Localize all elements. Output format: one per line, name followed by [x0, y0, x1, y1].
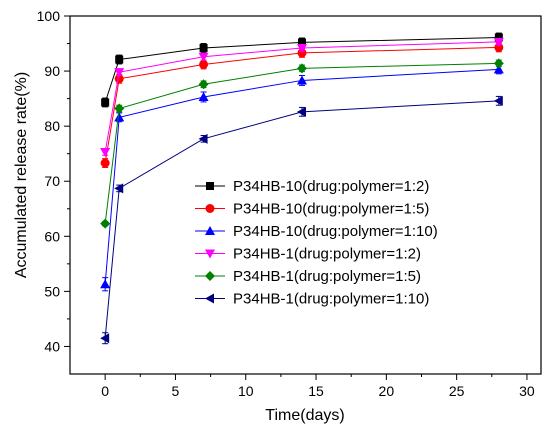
x-axis-title: Time(days)	[265, 407, 344, 424]
data-point	[100, 333, 110, 344]
data-point	[198, 91, 209, 101]
legend-item: P34HB-10(drug:polymer=1:10)	[195, 223, 438, 240]
data-point	[114, 183, 124, 194]
legend-marker	[205, 271, 215, 281]
data-point	[199, 59, 209, 69]
data-point	[199, 43, 208, 52]
data-point	[493, 64, 504, 74]
x-tick-label: 0	[101, 383, 109, 399]
x-tick-label: 25	[449, 383, 465, 399]
y-tick-label: 50	[44, 283, 60, 299]
y-tick-label: 80	[44, 118, 60, 134]
y-tick-label: 100	[37, 8, 61, 24]
data-point	[493, 95, 503, 106]
data-point	[297, 38, 306, 47]
series-5	[100, 58, 504, 229]
series-4	[100, 37, 504, 158]
legend-item: P34HB-1(drug:polymer=1:10)	[195, 291, 429, 308]
y-tick-label: 70	[44, 173, 60, 189]
legend-item: P34HB-1(drug:polymer=1:2)	[195, 246, 421, 263]
y-tick-label: 60	[44, 228, 60, 244]
legend-marker	[205, 249, 215, 259]
legend-marker	[205, 226, 215, 235]
legend-label: P34HB-1(drug:polymer=1:2)	[233, 246, 421, 263]
data-point	[493, 58, 504, 69]
legend-label: P34HB-1(drug:polymer=1:5)	[233, 268, 421, 285]
series-1	[101, 32, 503, 108]
data-point	[198, 133, 208, 144]
data-point	[114, 112, 125, 122]
series-6	[100, 95, 503, 345]
data-point	[100, 158, 110, 168]
data-point	[114, 74, 124, 84]
plot-frame	[69, 15, 542, 375]
data-point	[101, 98, 110, 107]
legend-label: P34HB-1(drug:polymer=1:10)	[233, 291, 429, 308]
legend-marker	[206, 182, 214, 190]
legend-item: P34HB-10(drug:polymer=1:5)	[195, 201, 429, 218]
legend-marker	[205, 293, 214, 304]
x-tick-label: 10	[238, 383, 254, 399]
legend-label: P34HB-10(drug:polymer=1:2)	[233, 178, 429, 195]
data-point	[114, 68, 125, 78]
legend-label: P34HB-10(drug:polymer=1:10)	[233, 223, 438, 240]
axes: 0 5 10 15 20 25 30 40 50 60 70 80 90 100	[37, 8, 542, 399]
y-tick-label: 90	[44, 63, 60, 79]
data-point	[296, 43, 307, 53]
legend-label: P34HB-10(drug:polymer=1:5)	[233, 201, 429, 218]
data-point	[100, 148, 111, 158]
legend-item: P34HB-1(drug:polymer=1:5)	[195, 268, 421, 285]
series-line	[104, 41, 499, 153]
data-point	[296, 106, 306, 117]
legend: P34HB-10(drug:polymer=1:2) P34HB-10(drug:…	[195, 178, 438, 308]
y-axis-title: Accumulated release rate(%)	[13, 72, 30, 278]
data-point	[100, 218, 111, 229]
legend-marker	[205, 204, 215, 213]
x-tick-label: 30	[519, 383, 535, 399]
x-tick-label: 15	[308, 383, 324, 399]
legend-item: P34HB-10(drug:polymer=1:2)	[195, 178, 429, 195]
x-tick-label: 20	[379, 383, 395, 399]
data-point	[114, 103, 125, 114]
data-point	[115, 55, 124, 64]
series-3	[100, 64, 504, 292]
series-2	[100, 42, 504, 168]
data-point	[493, 37, 504, 47]
data-point	[296, 75, 307, 85]
data-point	[198, 79, 209, 90]
data-point	[100, 279, 111, 289]
data-point	[296, 63, 307, 74]
y-tick-label: 40	[44, 338, 60, 354]
data-point	[494, 33, 503, 42]
plot-series	[100, 32, 504, 345]
x-tick-label: 5	[172, 383, 180, 399]
data-point	[198, 52, 209, 62]
